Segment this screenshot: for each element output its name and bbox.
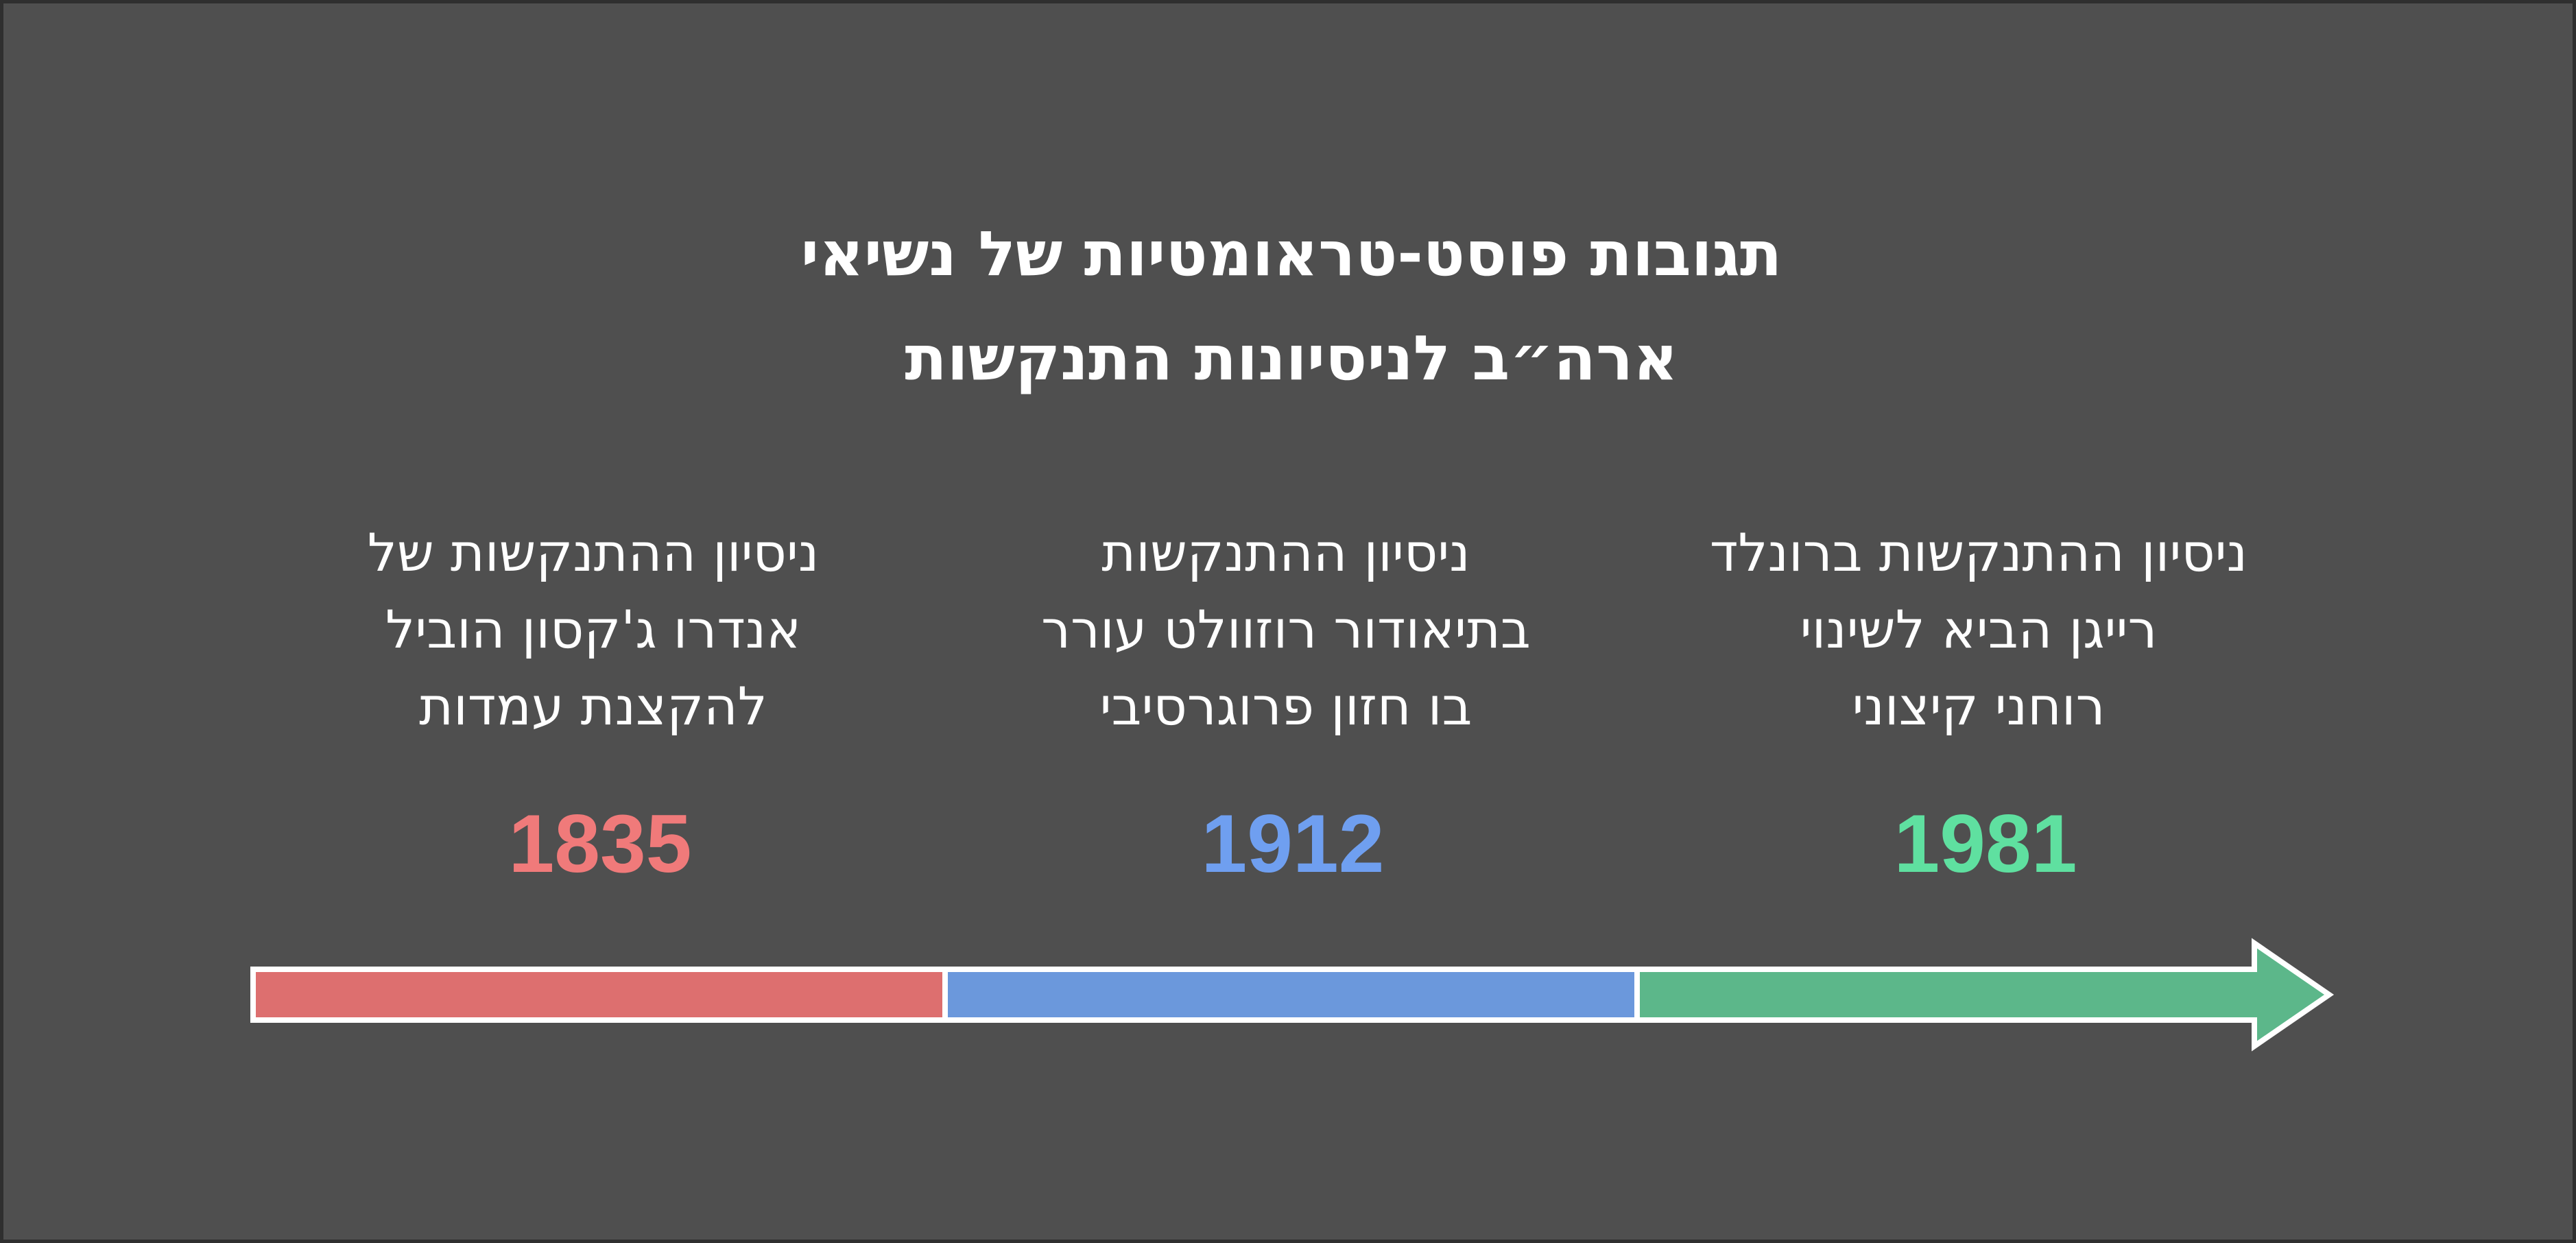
timeline-segment-1835: [250, 967, 948, 1023]
timeline-arrow: [250, 938, 2335, 1052]
event-description-1835: ניסיון ההתנקשות של אנדרו ג'קסון הוביל לה…: [285, 514, 902, 745]
event-text-line: ניסיון ההתנקשות ברונלד: [1709, 522, 2248, 583]
event-text-line: רוחני קיצוני: [1852, 676, 2106, 737]
title-line-2: ארה״ב לניסיונות התנקשות: [905, 322, 1678, 394]
timeline-segment-1912: [942, 967, 1640, 1023]
event-year-1835: 1835: [508, 798, 692, 890]
event-year-1981: 1981: [1894, 798, 2077, 890]
timeline-title: תגובות פוסט-טראומטיות של נשיאי ארה״ב לני…: [3, 202, 2576, 411]
event-text-line: בו חזון פרוגרסיבי: [1099, 676, 1472, 737]
event-text-line: ניסיון ההתנקשות: [1101, 522, 1470, 583]
event-text-line: להקצנת עמדות: [419, 676, 767, 737]
event-year-1912: 1912: [1201, 798, 1385, 890]
title-line-1: תגובות פוסט-טראומטיות של נשיאי: [800, 218, 1782, 290]
event-text-line: ניסיון ההתנקשות של: [367, 522, 820, 583]
event-text-line: רייגן הביא לשינוי: [1800, 599, 2158, 660]
event-text-line: אנדרו ג'קסון הוביל: [385, 599, 801, 660]
event-description-1981: ניסיון ההתנקשות ברונלד רייגן הביא לשינוי…: [1670, 514, 2287, 745]
event-description-1912: ניסיון ההתנקשות בתיאודור רוזוולט עורר בו…: [977, 514, 1595, 745]
event-text-line: בתיאודור רוזוולט עורר: [1041, 599, 1531, 660]
timeline-segment-1981-arrowhead: [1634, 938, 2335, 1052]
